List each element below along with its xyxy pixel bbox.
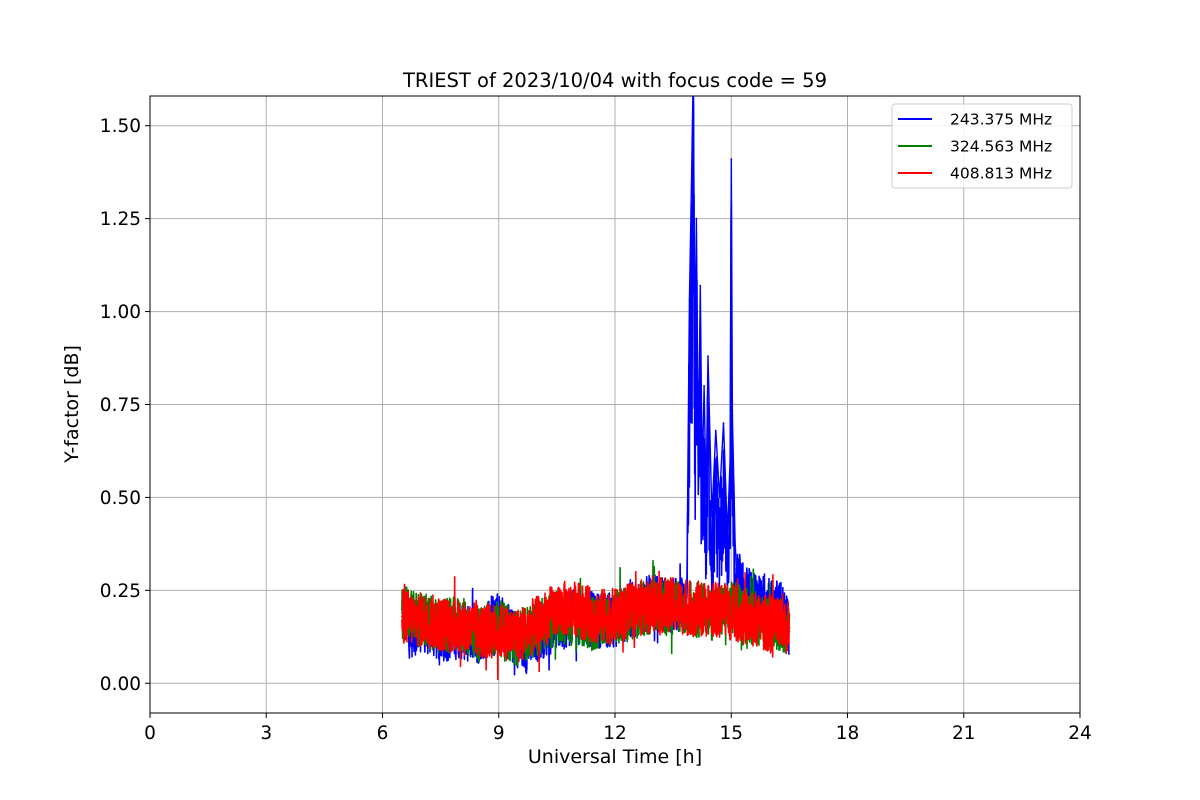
data-point	[439, 622, 442, 625]
y-tick-label: 0.25	[100, 581, 141, 602]
data-point	[705, 496, 707, 499]
x-tick-label: 3	[260, 723, 272, 744]
data-point	[788, 626, 791, 629]
data-point	[707, 355, 709, 358]
data-point	[614, 615, 616, 618]
data-point	[688, 299, 691, 302]
legend-label-3: 408.813 MHz	[950, 165, 1052, 183]
data-point	[652, 604, 655, 607]
data-point	[401, 615, 403, 618]
data-point	[699, 284, 702, 287]
y-axis-label: Y-factor [dB]	[61, 345, 83, 464]
data-point	[701, 477, 704, 480]
legend-entries: 243.375 MHz 324.563 MHz 408.813 MHz	[898, 111, 1052, 183]
data-point	[517, 634, 519, 636]
x-axis-label: Universal Time [h]	[528, 746, 702, 768]
x-tick-label: 15	[719, 723, 743, 744]
data-point	[478, 630, 481, 633]
y-tick-label: 0.00	[100, 674, 141, 695]
x-tick-label: 0	[144, 723, 156, 744]
data-point	[749, 619, 752, 621]
chart-title: TRIEST of 2023/10/04 with focus code = 5…	[402, 69, 827, 92]
legend-label-2: 324.563 MHz	[950, 138, 1052, 156]
data-point	[420, 619, 423, 621]
data-point	[714, 429, 717, 432]
data-point	[734, 541, 736, 543]
y-tick-label: 1.50	[100, 116, 141, 137]
data-point	[536, 622, 539, 625]
data-point	[695, 217, 698, 220]
x-axis: 0 3 6 9 12 15 18 21 24	[144, 713, 1092, 744]
data-point	[459, 626, 461, 629]
data-point	[672, 604, 674, 607]
data-point	[718, 496, 721, 499]
data-point	[693, 347, 696, 350]
x-tick-label: 24	[1068, 723, 1092, 744]
data-point	[769, 622, 771, 625]
series-line-3	[401, 570, 791, 681]
y-tick-label: 0.50	[100, 488, 141, 509]
data-point	[556, 608, 558, 610]
data-point	[575, 608, 578, 610]
data-point	[731, 414, 734, 417]
data-point	[633, 608, 636, 610]
x-tick-label: 9	[493, 723, 505, 744]
x-tick-label: 6	[377, 723, 389, 744]
data-point	[594, 615, 597, 618]
y-tick-label: 1.25	[100, 209, 141, 230]
data-point	[729, 459, 731, 462]
x-tick-label: 18	[836, 723, 860, 744]
series-group	[401, 65, 791, 681]
x-tick-label: 21	[952, 723, 976, 744]
data-point	[730, 611, 733, 614]
legend-box	[891, 103, 1073, 189]
legend-label-1: 243.375 MHz	[950, 111, 1052, 129]
data-point	[711, 608, 713, 610]
data-point	[697, 459, 700, 462]
data-point	[726, 533, 729, 536]
data-point	[703, 385, 705, 387]
data-point	[690, 169, 693, 172]
data-point	[730, 158, 733, 161]
y-axis: 0.00 0.25 0.50 0.75 1.00 1.25 1.50	[100, 116, 150, 695]
legend: 243.375 MHz 324.563 MHz 408.813 MHz	[891, 103, 1073, 189]
y-tick-label: 0.75	[100, 395, 141, 416]
data-point	[692, 65, 694, 67]
data-point	[497, 630, 500, 633]
data-point	[691, 608, 694, 610]
x-tick-label: 12	[603, 723, 627, 744]
data-point	[711, 515, 713, 517]
data-point	[722, 422, 725, 424]
y-tick-label: 1.00	[100, 302, 141, 323]
